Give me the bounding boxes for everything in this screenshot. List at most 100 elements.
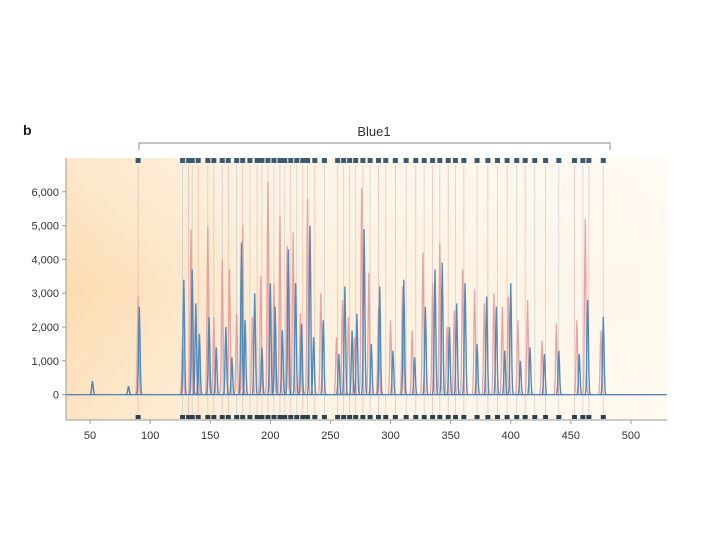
trace-peak (251, 293, 259, 396)
trace-peak (228, 357, 236, 396)
bin-marker-top (403, 158, 409, 163)
bin-marker-top (288, 158, 294, 163)
bin-marker-top (600, 158, 606, 163)
bin-marker-top (265, 158, 271, 163)
bin-bracket: Blue1 (138, 124, 611, 150)
bin-marker-bottom (240, 415, 246, 419)
bin-marker-bottom (474, 415, 480, 419)
x-tick-label: 450 (562, 430, 580, 442)
bin-markers-top (135, 158, 606, 163)
trace-baseline-blip (88, 381, 97, 396)
bin-marker-bottom (225, 415, 231, 419)
x-axis: 50 100 150 200 250 300 350 400 450 500 (84, 420, 640, 442)
bin-markers-bottom (135, 415, 606, 419)
bracket-label: Blue1 (357, 124, 390, 139)
bin-marker-bottom (347, 415, 353, 419)
series-trace (66, 225, 667, 396)
bin-marker-top (430, 158, 436, 163)
bin-marker-top (189, 158, 195, 163)
y-tick-label: 0 (53, 390, 59, 402)
bin-marker-bottom (259, 415, 265, 419)
bin-marker-top (532, 158, 538, 163)
bin-marker-top (186, 158, 192, 163)
bin-marker-top (282, 158, 288, 163)
trace-peak (453, 303, 461, 396)
y-tick-label: 5,000 (31, 221, 59, 233)
trace-peak (212, 347, 220, 396)
bin-marker-bottom (383, 415, 389, 419)
bin-marker-bottom (305, 415, 311, 419)
bin-marker-top (485, 158, 491, 163)
x-tick-label: 100 (141, 430, 159, 442)
trace-peak (575, 354, 583, 396)
bin-marker-bottom (205, 415, 211, 419)
bin-marker-top (543, 158, 549, 163)
bin-marker-top (347, 158, 353, 163)
trace-peak (483, 296, 491, 396)
bin-marker-bottom (514, 415, 520, 419)
bin-marker-top (586, 158, 592, 163)
bin-marker-bottom (247, 415, 253, 419)
trace-peak (584, 299, 592, 396)
trace-peak (297, 323, 306, 396)
trace-peak (431, 269, 439, 396)
bin-marker-bottom (392, 415, 398, 419)
bin-marker-bottom (360, 415, 366, 419)
bin-marker-top (514, 158, 520, 163)
trace-peak (507, 283, 515, 396)
x-tick-label: 300 (381, 430, 399, 442)
bin-marker-top (335, 158, 341, 163)
trace-peak (241, 320, 249, 396)
bin-marker-bottom (265, 415, 271, 419)
bin-marker-bottom (445, 415, 451, 419)
trace-peak (195, 333, 204, 396)
bin-marker-top (461, 158, 467, 163)
bin-marker-top (367, 158, 373, 163)
trace-peak (438, 262, 446, 396)
trace-peak (360, 228, 368, 396)
bin-marker-top (259, 158, 265, 163)
x-tick-label: 200 (261, 430, 279, 442)
x-tick-label: 500 (622, 430, 640, 442)
bin-marker-top (341, 158, 347, 163)
bin-marker-top (556, 158, 562, 163)
bin-marker-top (180, 158, 186, 163)
bin-marker-bottom (452, 415, 458, 419)
bin-marker-top (219, 158, 225, 163)
trace-peak (264, 181, 272, 396)
bin-marker-bottom (135, 415, 141, 419)
bin-marker-bottom (556, 415, 562, 419)
bin-marker-bottom (335, 415, 341, 419)
bin-marker-bottom (367, 415, 373, 419)
bin-marker-bottom (321, 415, 327, 419)
y-tick-label: 6,000 (31, 187, 59, 199)
trace-peak (376, 286, 384, 396)
bin-marker-top (240, 158, 246, 163)
trace-peak (492, 306, 500, 396)
bin-marker-bottom (413, 415, 419, 419)
bin-marker-top (294, 158, 300, 163)
bin-marker-bottom (211, 415, 217, 419)
y-tick-label: 1,000 (31, 356, 59, 368)
bin-marker-bottom (234, 415, 240, 419)
bin-marker-top (580, 158, 586, 163)
x-tick-label: 50 (84, 430, 96, 442)
bin-marker-top (321, 158, 327, 163)
trace-peak (284, 249, 293, 396)
trace-peak (400, 279, 408, 396)
trace-peak (516, 360, 524, 396)
bin-marker-bottom (571, 415, 577, 419)
bin-marker-bottom (532, 415, 538, 419)
bin-marker-bottom (543, 415, 549, 419)
trace-peak (599, 316, 607, 396)
x-tick-label: 150 (201, 430, 219, 442)
bin-marker-bottom (219, 415, 225, 419)
bin-marker-top (437, 158, 443, 163)
bin-marker-bottom (353, 415, 359, 419)
bin-marker-top (392, 158, 398, 163)
bin-marker-top (312, 158, 318, 163)
trace-peak (461, 283, 469, 396)
trace-peak (258, 347, 266, 396)
bin-marker-bottom (195, 415, 201, 419)
